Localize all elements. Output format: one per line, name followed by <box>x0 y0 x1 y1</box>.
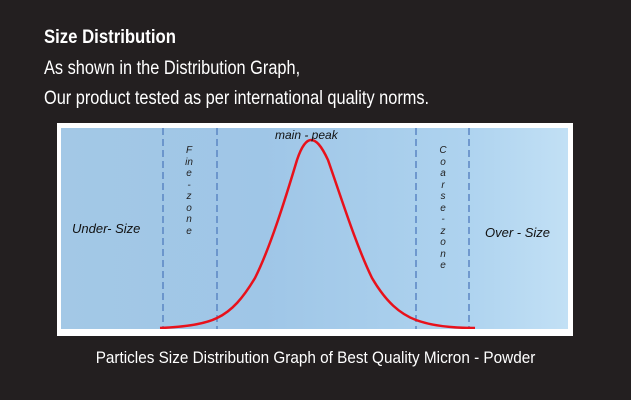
fine-zone-label: Fine-zone <box>184 145 194 237</box>
under-size-label: Under- Size <box>72 221 141 236</box>
main-peak-label: main - peak <box>275 128 338 142</box>
coarse-zone-label: Coarse-zone <box>438 145 448 272</box>
intro-line-2: Our product tested as per international … <box>44 88 430 109</box>
zone-dividers <box>162 128 470 329</box>
distribution-curve <box>159 138 476 329</box>
graph-caption: Particles Size Distribution Graph of Bes… <box>95 348 536 367</box>
graph-svg <box>159 128 476 329</box>
coarse-zone-text: Coarse-zone <box>439 145 447 271</box>
distribution-graph: Under- Size Fine-zone main - peak Coarse… <box>61 128 568 329</box>
over-size-label: Over - Size <box>485 225 551 240</box>
fine-zone-text: Fine-zone <box>185 145 193 237</box>
section-title: Size Distribution <box>44 27 176 48</box>
intro-line-1: As shown in the Distribution Graph, <box>44 58 301 79</box>
